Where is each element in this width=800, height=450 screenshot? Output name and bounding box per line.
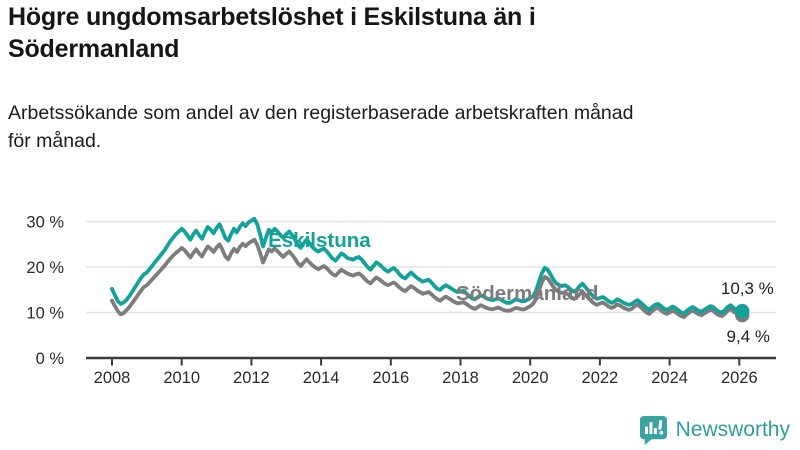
x-tick-label: 2020 xyxy=(512,369,549,387)
newsworthy-speech-bubble-icon xyxy=(639,415,667,446)
series-line-eskilstuna xyxy=(110,216,745,316)
page-title: Högre ungdomsarbetslöshet i Eskilstuna ä… xyxy=(8,3,536,63)
y-tick-label: 30 % xyxy=(26,214,64,232)
x-tick-label: 2014 xyxy=(303,369,340,387)
series-end-dot-eskilstuna xyxy=(735,303,750,319)
newsworthy-brand-name: Newsworthy xyxy=(675,418,790,441)
value-label-10-3-: 10,3 % xyxy=(721,279,774,298)
x-tick-label: 2026 xyxy=(721,369,758,387)
x-tick-label: 2016 xyxy=(372,369,409,387)
x-tick-label: 2024 xyxy=(651,369,688,387)
series-line-södermanland xyxy=(110,237,745,320)
y-tick-label: 0 % xyxy=(36,350,65,368)
series-label-s-dermanland: Södermanland xyxy=(456,282,598,305)
series-label-eskilstuna: Eskilstuna xyxy=(268,229,371,252)
y-tick-label: 20 % xyxy=(26,259,64,277)
x-tick-label: 2018 xyxy=(442,369,479,387)
y-tick-label: 10 % xyxy=(26,305,64,323)
x-tick-label: 2008 xyxy=(94,369,131,387)
newsworthy-logo[interactable]: Newsworthy xyxy=(638,414,790,446)
x-tick-label: 2010 xyxy=(163,369,200,387)
x-tick-label: 2012 xyxy=(233,369,270,387)
x-tick-label: 2022 xyxy=(582,369,619,387)
value-label-9-4-: 9,4 % xyxy=(727,327,770,346)
chart-subtitle: Arbetssökande som andel av den registerb… xyxy=(8,102,634,152)
